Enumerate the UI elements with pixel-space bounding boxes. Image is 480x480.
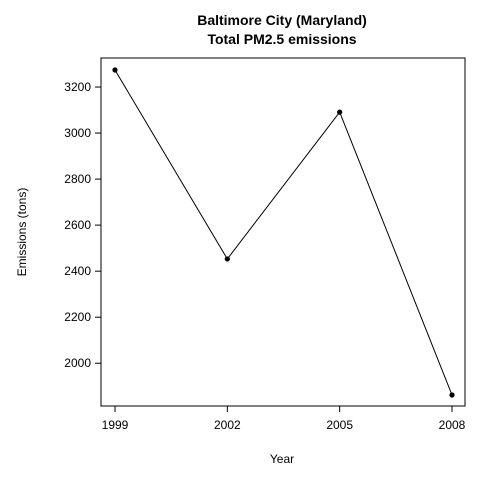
y-tick-label: 2800: [64, 172, 91, 186]
x-tick-label: 2005: [326, 418, 353, 432]
data-point: [224, 256, 230, 262]
y-tick-label: 2400: [64, 264, 91, 278]
x-axis: 1999 2002 2005 2008: [102, 405, 466, 432]
x-tick-label: 2008: [439, 418, 466, 432]
y-tick-label: 2200: [64, 310, 91, 324]
data-point: [337, 109, 343, 115]
data-point: [112, 67, 118, 73]
series-line: [114, 69, 453, 396]
data-points: [112, 67, 455, 398]
x-tick-label: 2002: [214, 418, 241, 432]
y-axis: 2000 2200 2400 2600 2800 3000 3200: [64, 80, 102, 370]
x-tick-label: 1999: [102, 418, 129, 432]
y-tick-label: 2600: [64, 218, 91, 232]
chart-title: Baltimore City (Maryland): [197, 12, 367, 28]
chart-subtitle: Total PM2.5 emissions: [207, 31, 356, 47]
y-axis-label: Emissions (tons): [15, 188, 29, 277]
plot-frame: [100, 57, 466, 407]
y-tick-label: 2000: [64, 356, 91, 370]
y-tick-label: 3000: [64, 126, 91, 140]
y-tick-label: 3200: [64, 80, 91, 94]
x-axis-label: Year: [270, 452, 294, 466]
data-point: [449, 392, 455, 398]
